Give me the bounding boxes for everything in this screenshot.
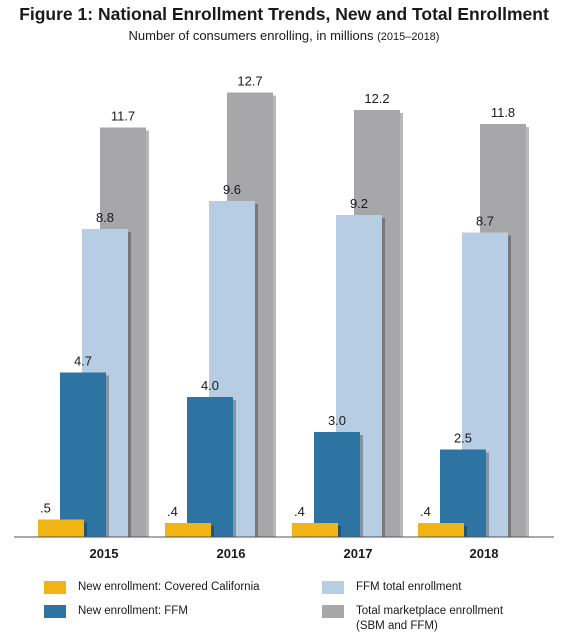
data-label: 11.7 bbox=[111, 109, 135, 124]
data-label: 4.7 bbox=[74, 354, 92, 369]
legend-item-ffm-total: FFM total enrollment bbox=[322, 580, 461, 595]
bar bbox=[292, 523, 338, 537]
data-label: .5 bbox=[40, 501, 51, 516]
legend-item-covered-california: New enrollment: Covered California bbox=[44, 580, 260, 595]
bar bbox=[60, 372, 106, 537]
bar bbox=[38, 519, 84, 537]
bar bbox=[418, 523, 464, 537]
data-label: 9.2 bbox=[350, 196, 368, 211]
data-label: 11.8 bbox=[491, 105, 515, 120]
x-tick-label: 2015 bbox=[90, 546, 119, 561]
bar bbox=[440, 449, 486, 537]
data-label: 4.0 bbox=[201, 378, 219, 393]
legend-label: Total marketplace enrollment bbox=[356, 605, 504, 617]
data-label: 3.0 bbox=[328, 413, 346, 428]
legend-label: New enrollment: FFM bbox=[78, 605, 188, 617]
bar-chart: 11.7 8.8 4.7 .5 2015 12.7 9.6 4.0 .4 2016 12.2 9.2 3… bbox=[14, 74, 554, 561]
data-label: 2.5 bbox=[454, 431, 472, 446]
subtitle-text: Number of consumers enrolling, in millio… bbox=[128, 28, 374, 43]
chart-title: Figure 1: National Enrollment Trends, Ne… bbox=[19, 4, 549, 24]
data-label: .4 bbox=[420, 504, 431, 519]
legend-swatch-covered-california bbox=[44, 581, 66, 594]
bar bbox=[314, 432, 360, 537]
legend-item-new-ffm: New enrollment: FFM bbox=[44, 604, 188, 619]
legend-label: FFM total enrollment bbox=[356, 581, 462, 593]
legend-label-line2: (SBM and FFM) bbox=[356, 620, 438, 632]
data-label: 12.7 bbox=[237, 74, 262, 89]
legend: New enrollment: Covered California New e… bbox=[0, 574, 568, 640]
data-label: .4 bbox=[294, 504, 305, 519]
x-tick-label: 2017 bbox=[344, 546, 373, 561]
data-label: 8.8 bbox=[96, 210, 114, 225]
legend-swatch-ffm-total bbox=[322, 581, 344, 594]
data-label: 12.2 bbox=[364, 91, 389, 106]
bar bbox=[187, 397, 233, 537]
chart-subtitle: Number of consumers enrolling, in millio… bbox=[8, 28, 560, 43]
legend-swatch-total-marketplace bbox=[322, 605, 344, 618]
data-label: .4 bbox=[167, 504, 178, 519]
legend-item-total-marketplace: Total marketplace enrollment (SBM and FF… bbox=[322, 604, 503, 634]
legend-swatch-new-ffm bbox=[44, 605, 66, 618]
subtitle-range: (2015–2018) bbox=[377, 31, 440, 43]
data-label: 9.6 bbox=[223, 182, 241, 197]
legend-label: New enrollment: Covered California bbox=[78, 581, 260, 593]
data-label: 8.7 bbox=[476, 214, 494, 229]
x-tick-label: 2018 bbox=[470, 546, 499, 561]
x-tick-label: 2016 bbox=[217, 546, 246, 561]
bar bbox=[165, 523, 211, 537]
